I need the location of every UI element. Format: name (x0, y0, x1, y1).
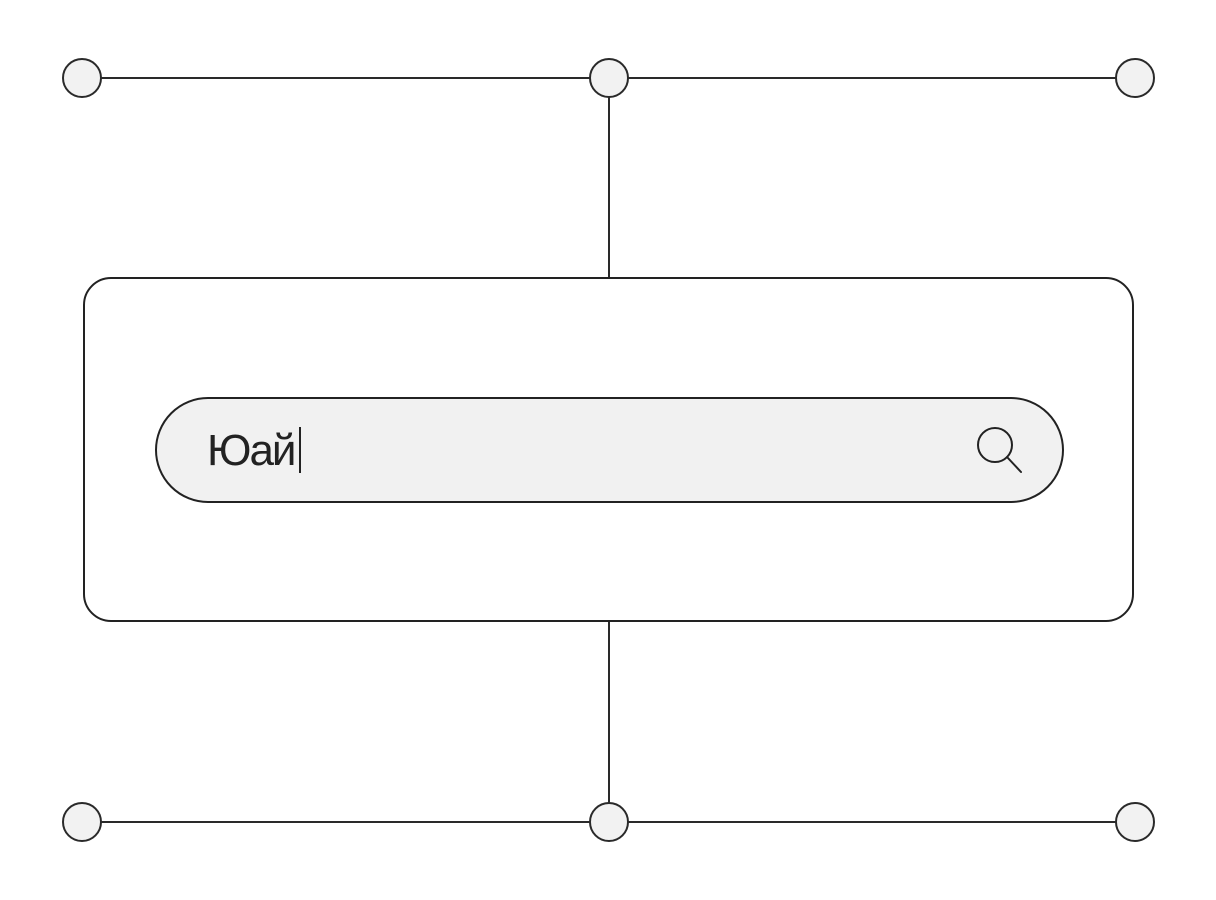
search-bar[interactable]: Юай (155, 397, 1064, 503)
node-bottom-center (589, 802, 629, 842)
node-top-left (62, 58, 102, 98)
text-caret (298, 427, 301, 473)
node-top-right (1115, 58, 1155, 98)
node-bottom-left (62, 802, 102, 842)
node-bottom-right (1115, 802, 1155, 842)
search-input[interactable]: Юай (207, 423, 301, 479)
search-panel: Юай (83, 277, 1134, 622)
node-top-center (589, 58, 629, 98)
search-icon (977, 427, 1022, 473)
search-input-value: Юай (207, 426, 296, 475)
search-button[interactable] (970, 421, 1032, 483)
